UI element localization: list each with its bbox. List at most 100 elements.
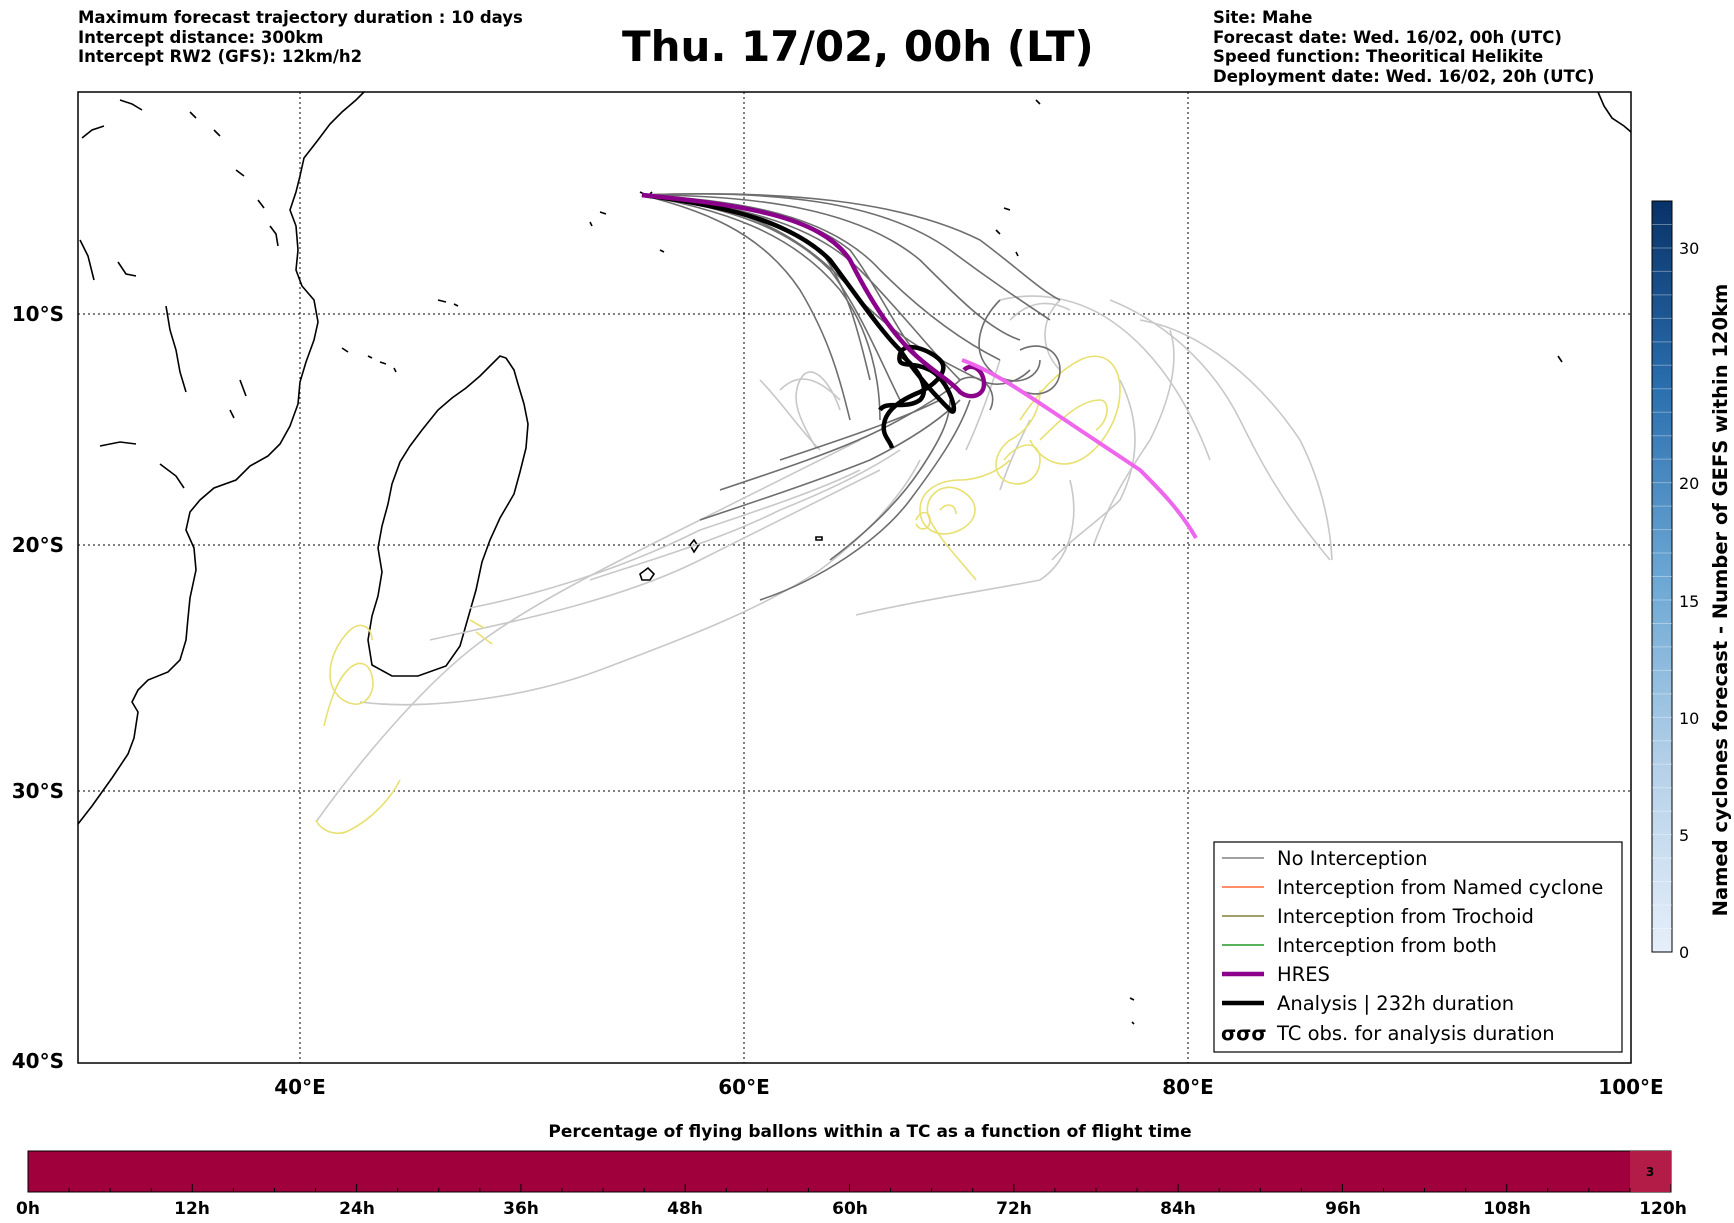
- tc-obs-loop: [323, 624, 374, 727]
- legend-label: Analysis | 232h duration: [1277, 992, 1514, 1015]
- lon-label: 40°E: [274, 1075, 326, 1099]
- flight-time-bar-last-cell: [1630, 1151, 1671, 1192]
- legend-label: TC obs. for analysis duration: [1276, 1022, 1555, 1045]
- islands-maldives: [995, 99, 1041, 257]
- legend-label: No Interception: [1277, 847, 1428, 870]
- light-trajectory: [1093, 329, 1175, 545]
- colorbar-tick-label: 5: [1679, 826, 1689, 845]
- page-title: Thu. 17/02, 00h (LT): [622, 22, 1094, 71]
- legend-label: Interception from Trochoid: [1277, 905, 1534, 928]
- tc-obs-loop: [915, 504, 957, 530]
- light-trajectory: [315, 439, 861, 823]
- legend-label: Interception from both: [1277, 934, 1497, 957]
- lat-label: 10°S: [12, 302, 64, 326]
- colorbar-label: Named cyclones forecast - Number of GEFS…: [1709, 284, 1732, 917]
- tc-obs-track: [315, 355, 1121, 835]
- islands-zanzibar: [257, 199, 279, 247]
- lon-label: 100°E: [1598, 1075, 1663, 1099]
- legend: No Interception Interception from Named …: [1213, 841, 1623, 1053]
- colorbar-scale: [1651, 200, 1673, 953]
- island-cocos: [1557, 355, 1563, 363]
- flight-time-bar-last-cell-value: 3: [1646, 1165, 1654, 1179]
- light-trajectory: [999, 295, 1211, 461]
- legend-label: HRES: [1277, 963, 1330, 986]
- colorbar-ticks: [1652, 223, 1672, 930]
- flight-time-tick-label: 84h: [1160, 1199, 1196, 1219]
- tc-obs-symbol-icon: σσσ: [1221, 1022, 1267, 1045]
- islands-arabia: [81, 99, 245, 177]
- tc-obs-loop: [315, 779, 401, 835]
- lakes-africa: [79, 239, 247, 489]
- dark-trajectory: [759, 399, 971, 601]
- light-trajectory: [855, 479, 1075, 616]
- colorbar: 0 5 10 15 20 30 Named cyclones forecast …: [1651, 200, 1732, 962]
- legend-label: Interception from Named cyclone: [1277, 876, 1603, 899]
- header-right-line: Deployment date: Wed. 16/02, 20h (UTC): [1213, 66, 1595, 86]
- flight-time-tick-label: 48h: [667, 1199, 703, 1219]
- light-trajectory: [469, 469, 861, 609]
- tc-obs-loop: [469, 619, 493, 645]
- light-trajectory: [965, 359, 1001, 451]
- flight-time-tick-label: 24h: [339, 1199, 375, 1219]
- lon-label: 80°E: [1162, 1075, 1214, 1099]
- flight-time-tick-label: 108h: [1483, 1199, 1531, 1219]
- dark-trajectory: [641, 193, 1061, 301]
- light-trajectory: [589, 449, 901, 581]
- header-right: Site: Mahe Forecast date: Wed. 16/02, 00…: [1213, 8, 1594, 86]
- dark-trajectory: [719, 379, 961, 491]
- flight-time-bar: Percentage of flying ballons within a TC…: [16, 1122, 1687, 1219]
- header-right-line: Forecast date: Wed. 16/02, 00h (UTC): [1213, 27, 1562, 47]
- islands-comoros: [341, 347, 397, 373]
- colorbar-tick-label: 20: [1679, 474, 1699, 493]
- header-left-line: Maximum forecast trajectory duration : 1…: [78, 8, 523, 27]
- light-trajectory: [1139, 319, 1333, 561]
- dark-trajectory: [641, 194, 881, 421]
- colorbar-tick-label: 15: [1679, 592, 1699, 611]
- dark-trajectory: [641, 194, 851, 421]
- islands-amsterdam: [1129, 997, 1135, 1025]
- lat-label: 20°S: [12, 533, 64, 557]
- flight-time-tick-label: 0h: [16, 1199, 40, 1219]
- islands-aldabra: [437, 299, 459, 307]
- island-rodrigues: [815, 536, 823, 541]
- lat-label: 40°S: [12, 1049, 64, 1073]
- flight-time-tick-label: 12h: [174, 1199, 210, 1219]
- dark-trajectory: [641, 194, 1021, 341]
- flight-time-tick-label: 72h: [996, 1199, 1032, 1219]
- dark-trajectory: [1019, 345, 1061, 395]
- hres-track: [641, 192, 987, 399]
- light-trajectory: [795, 371, 841, 449]
- pink-track: [961, 358, 1198, 539]
- colorbar-tick-label: 30: [1679, 239, 1699, 258]
- island-mauritius: [689, 538, 699, 554]
- flight-time-tick-label: 120h: [1639, 1199, 1687, 1219]
- tc-obs-loop: [1039, 399, 1108, 441]
- dark-trajectory: [699, 399, 961, 521]
- colorbar-tick-label: 0: [1679, 943, 1689, 962]
- header-left: Maximum forecast trajectory duration : 1…: [78, 8, 523, 67]
- header-right-line: Speed function: Theoritical Helikite: [1213, 47, 1544, 66]
- flight-time-tick-label: 96h: [1325, 1199, 1361, 1219]
- header-left-line: Intercept distance: 300km: [78, 27, 324, 47]
- coastlines: [77, 91, 1632, 1025]
- lat-label: 30°S: [12, 779, 64, 803]
- light-trajectory: [1051, 379, 1136, 561]
- flight-time-bar-title: Percentage of flying ballons within a TC…: [548, 1122, 1191, 1142]
- coastline-se-asia: [1597, 91, 1632, 133]
- dark-trajectory: [779, 399, 941, 461]
- dark-trajectory: [829, 399, 951, 561]
- header-right-line: Site: Mahe: [1213, 8, 1313, 27]
- coastline-africa: [77, 91, 365, 825]
- colorbar-tick-label: 10: [1679, 709, 1699, 728]
- dark-trajectory: [978, 299, 1041, 382]
- coastline-madagascar: [367, 355, 529, 677]
- map-border: [77, 91, 1632, 1064]
- flight-time-tick-label: 60h: [832, 1199, 868, 1219]
- header-left-line: Intercept RW2 (GFS): 12km/h2: [78, 47, 363, 66]
- light-trajectory: [429, 469, 881, 641]
- flight-time-tick-label: 36h: [503, 1199, 539, 1219]
- flight-time-bar-ticks: [27, 1184, 1672, 1192]
- light-trajectory: [1009, 299, 1071, 371]
- legend-box: [1213, 841, 1623, 1053]
